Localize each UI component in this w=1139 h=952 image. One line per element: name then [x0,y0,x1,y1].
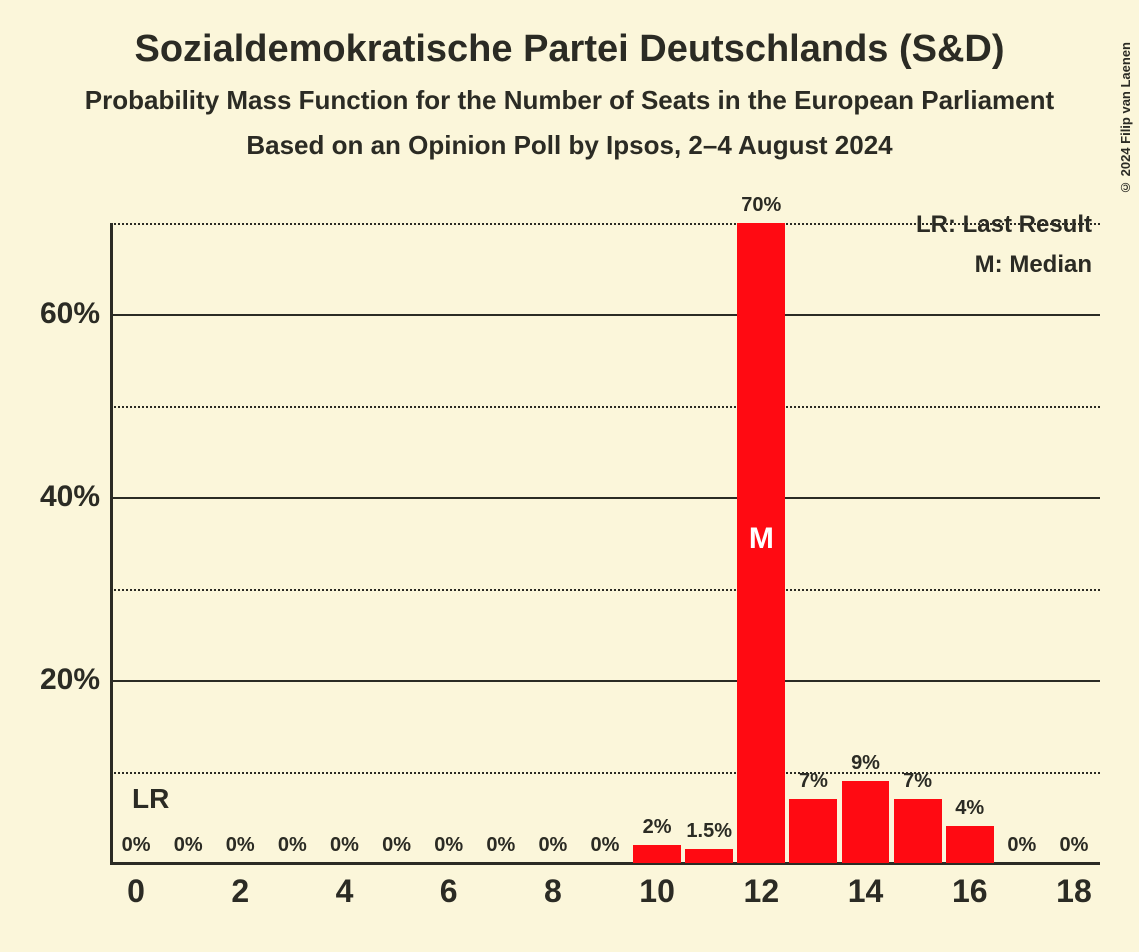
legend-m: M: Median [975,251,1092,279]
bar-value-label: 0% [1007,834,1036,857]
median-marker: M [749,522,774,556]
bar-value-label: 0% [434,834,463,857]
chart-subtitle-2: Based on an Opinion Poll by Ipsos, 2–4 A… [0,130,1139,161]
bar-value-label: 2% [643,816,672,839]
bar-value-label: 0% [591,834,620,857]
bar [633,845,681,863]
bar-value-label: 1.5% [686,820,732,843]
y-tick-label: 40% [40,480,100,514]
gridline-major [110,680,1100,682]
plot-region: 0%0%0%0%0%0%0%0%0%0%2%1.5%70%7%9%7%4%0%0… [110,223,1100,863]
legend-lr: LR: Last Result [916,211,1092,239]
bar-value-label: 0% [174,834,203,857]
bar-value-label: 0% [278,834,307,857]
y-tick-label: 20% [40,663,100,697]
x-tick-label: 8 [544,873,562,910]
bar-value-label: 70% [741,194,781,217]
bar [789,799,837,863]
bar [946,826,994,863]
bar [894,799,942,863]
x-tick-label: 6 [440,873,458,910]
bar-value-label: 7% [903,770,932,793]
bar [842,781,890,863]
gridline-major [110,497,1100,499]
x-tick-label: 4 [336,873,354,910]
y-axis-line [110,223,113,863]
bar-value-label: 0% [1059,834,1088,857]
chart-title: Sozialdemokratische Partei Deutschlands … [0,28,1139,71]
bar [685,849,733,863]
x-tick-label: 2 [231,873,249,910]
x-tick-label: 18 [1056,873,1092,910]
bar-value-label: 7% [799,770,828,793]
bar-value-label: 0% [122,834,151,857]
bar-value-label: 0% [486,834,515,857]
bar-value-label: 0% [382,834,411,857]
x-tick-label: 12 [744,873,780,910]
gridline-major [110,314,1100,316]
chart-container: Sozialdemokratische Partei Deutschlands … [0,28,1139,952]
x-tick-label: 0 [127,873,145,910]
gridline-minor [110,772,1100,774]
last-result-marker: LR [132,783,169,815]
bar-value-label: 4% [955,797,984,820]
bar-value-label: 9% [851,752,880,775]
bar-value-label: 0% [226,834,255,857]
gridline-minor [110,589,1100,591]
x-tick-label: 16 [952,873,988,910]
copyright-text: © 2024 Filip van Laenen [1118,42,1133,195]
bar-value-label: 0% [538,834,567,857]
chart-subtitle-1: Probability Mass Function for the Number… [0,85,1139,116]
x-tick-label: 14 [848,873,884,910]
chart-plot-area: 0%0%0%0%0%0%0%0%0%0%2%1.5%70%7%9%7%4%0%0… [110,223,1100,863]
y-tick-label: 60% [40,297,100,331]
bar-value-label: 0% [330,834,359,857]
x-tick-label: 10 [639,873,675,910]
gridline-minor [110,406,1100,408]
